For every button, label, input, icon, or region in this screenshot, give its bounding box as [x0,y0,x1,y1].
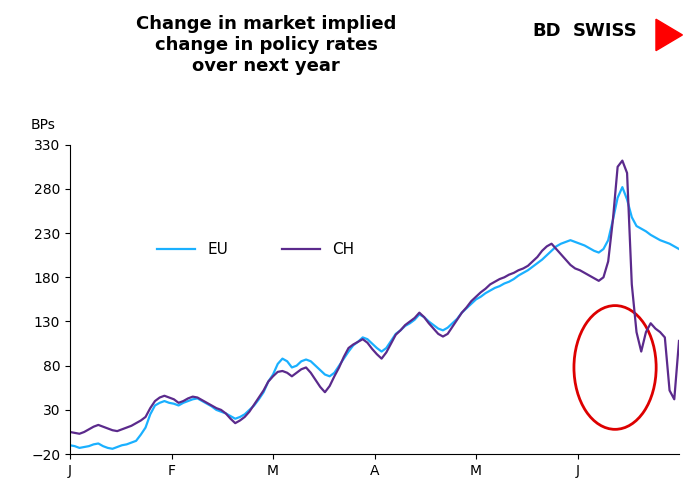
Text: SWISS: SWISS [573,22,638,40]
EU [472,296,480,302]
CH [472,294,480,300]
EU [108,446,117,452]
Text: +: + [672,19,679,28]
EU [330,370,339,376]
Text: Change in market implied
change in policy rates
over next year: Change in market implied change in polic… [136,15,396,74]
EU [66,442,74,448]
Text: BD: BD [532,22,561,40]
Line: CH: CH [70,161,679,434]
EU [387,338,395,344]
CH [66,429,74,435]
Text: BPs: BPs [30,118,55,132]
CH [387,341,395,347]
EU [547,248,556,254]
EU [675,246,683,252]
Line: EU: EU [70,187,679,449]
CH [519,265,527,271]
CH [330,373,339,379]
CH [675,338,683,344]
Legend: EU, CH: EU, CH [150,236,360,263]
CH [75,431,83,437]
CH [618,158,626,164]
Polygon shape [656,19,682,51]
CH [547,241,556,247]
CH [236,418,244,424]
EU [236,414,244,420]
EU [618,184,626,190]
EU [519,270,527,276]
